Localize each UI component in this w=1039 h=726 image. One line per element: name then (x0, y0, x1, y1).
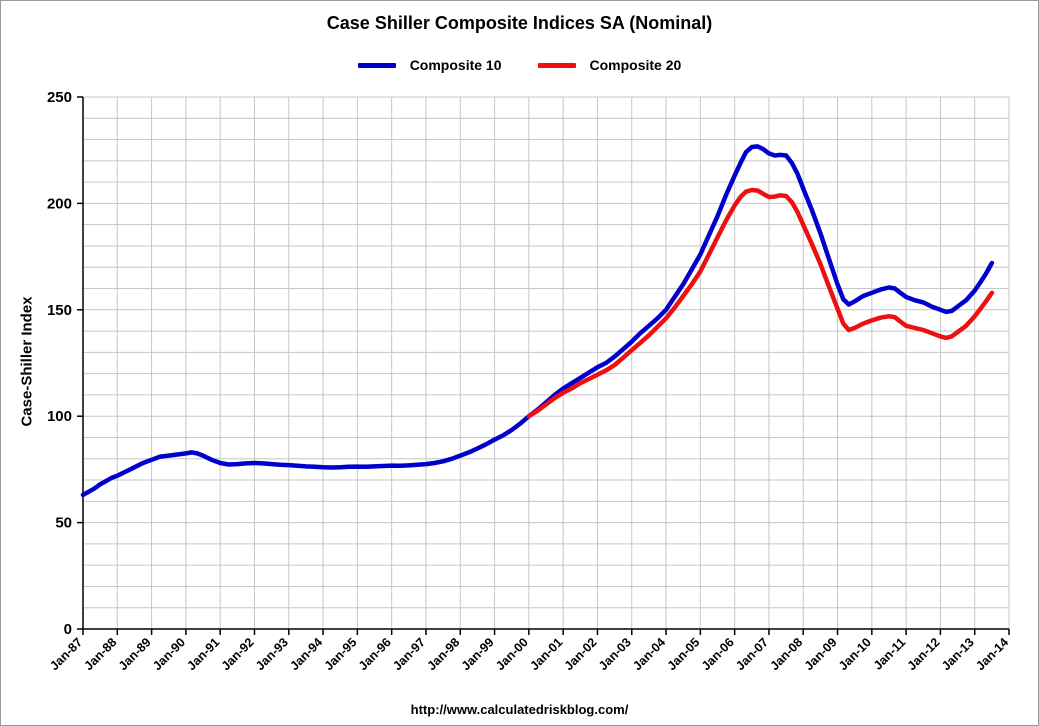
svg-text:Jan-10: Jan-10 (836, 635, 874, 673)
legend-swatch-composite-20 (537, 62, 576, 68)
svg-text:50: 50 (55, 515, 72, 532)
svg-text:Jan-02: Jan-02 (562, 635, 600, 673)
svg-text:Jan-88: Jan-88 (82, 635, 120, 673)
svg-text:Jan-00: Jan-00 (493, 635, 531, 673)
svg-text:200: 200 (47, 195, 72, 212)
svg-text:Jan-90: Jan-90 (150, 635, 188, 673)
svg-text:Jan-11: Jan-11 (871, 635, 908, 672)
legend-swatch-composite-10 (357, 62, 396, 68)
y-tick-labels: 0 50 100 150 200 250 (47, 89, 72, 638)
legend-label-composite-10: Composite 10 (409, 57, 502, 73)
svg-text:Jan-08: Jan-08 (767, 635, 805, 673)
source-url: http://www.calculatedriskblog.com/ (410, 702, 629, 717)
gridlines (83, 96, 1010, 629)
svg-text:Jan-93: Jan-93 (253, 635, 291, 673)
svg-text:Jan-96: Jan-96 (356, 635, 394, 673)
svg-text:0: 0 (64, 621, 72, 638)
svg-text:Jan-03: Jan-03 (596, 635, 634, 673)
svg-text:Jan-94: Jan-94 (287, 635, 325, 673)
svg-text:Jan-95: Jan-95 (322, 635, 360, 673)
chart-title: Case Shiller Composite Indices SA (Nomin… (326, 13, 713, 33)
y-axis-title: Case-Shiller Index (18, 296, 36, 427)
axes (82, 97, 1009, 630)
tick-marks (77, 96, 1010, 635)
x-tick-labels: Jan-87Jan-88Jan-89Jan-90Jan-91Jan-92Jan-… (47, 635, 1011, 673)
svg-text:150: 150 (47, 302, 72, 319)
svg-text:Jan-04: Jan-04 (630, 635, 668, 673)
series-line-composite-10 (80, 144, 995, 498)
svg-text:Jan-89: Jan-89 (116, 635, 154, 673)
svg-text:Jan-12: Jan-12 (905, 635, 943, 673)
legend: Composite 10 Composite 20 (1, 57, 1038, 73)
svg-text:Jan-09: Jan-09 (802, 635, 840, 673)
svg-text:Jan-13: Jan-13 (939, 635, 977, 673)
svg-text:100: 100 (47, 408, 72, 425)
svg-text:Jan-87: Jan-87 (47, 635, 85, 673)
svg-text:Jan-05: Jan-05 (665, 635, 703, 673)
svg-text:250: 250 (47, 89, 72, 106)
series-line-composite-20 (526, 187, 995, 419)
svg-text:Jan-98: Jan-98 (424, 635, 462, 673)
svg-text:Jan-14: Jan-14 (973, 635, 1011, 673)
svg-text:Jan-07: Jan-07 (733, 635, 771, 673)
svg-text:Jan-97: Jan-97 (390, 635, 428, 673)
svg-text:Jan-06: Jan-06 (699, 635, 737, 673)
legend-label-composite-20: Composite 20 (589, 57, 682, 73)
svg-text:Jan-91: Jan-91 (184, 635, 222, 673)
svg-text:Jan-99: Jan-99 (459, 635, 497, 673)
svg-text:Jan-92: Jan-92 (219, 635, 257, 673)
svg-text:Jan-01: Jan-01 (527, 635, 565, 673)
